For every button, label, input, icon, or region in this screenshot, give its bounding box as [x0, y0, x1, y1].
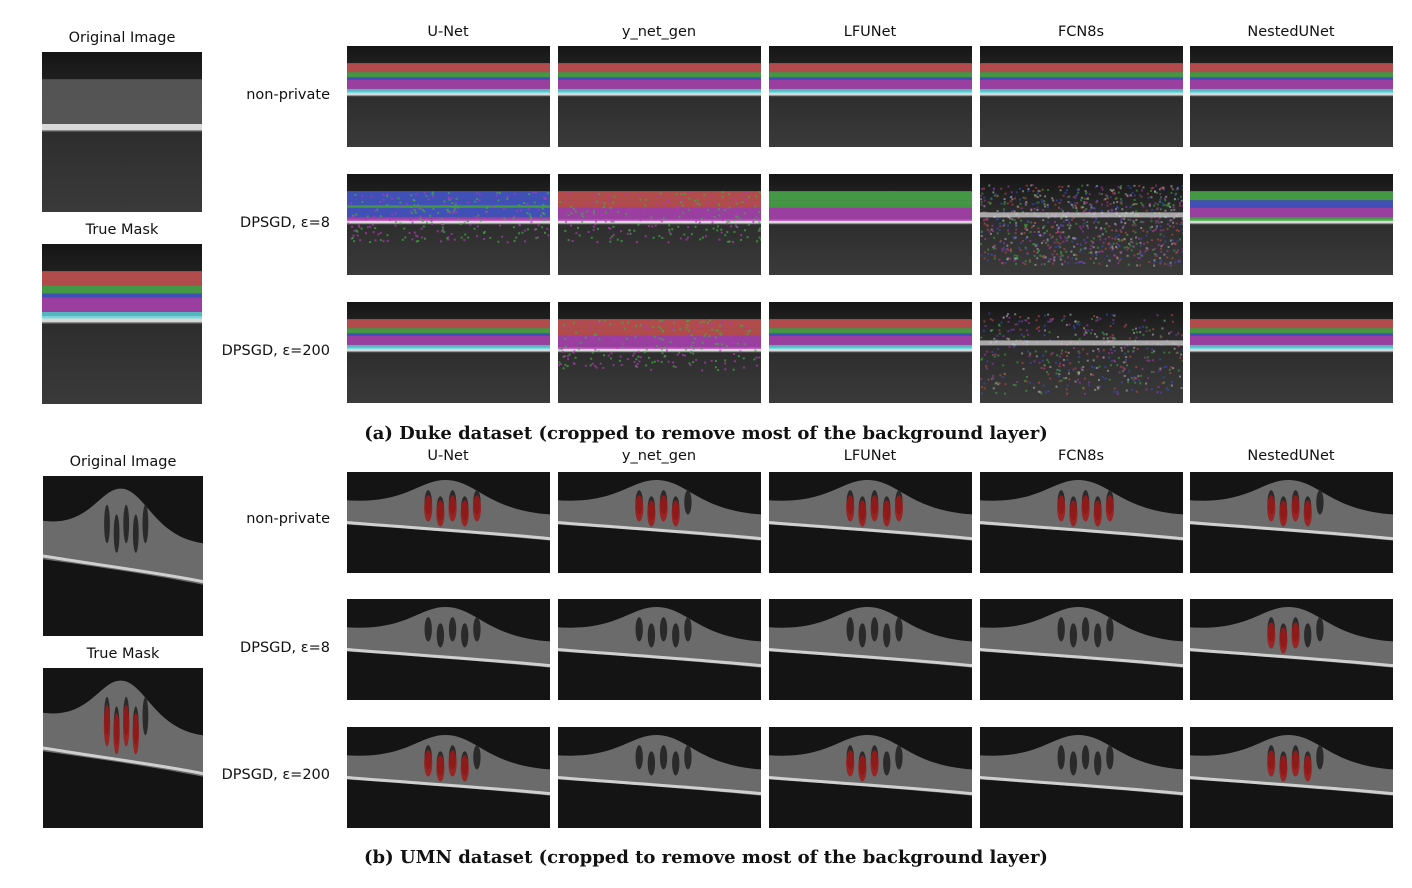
- row-label-dpsgd-eps8: DPSGD, ε=8: [0, 215, 330, 231]
- umn-result-y-net-gen-dpsgd-eps8: [558, 599, 761, 700]
- row-label-dpsgd-eps8: DPSGD, ε=8: [0, 640, 330, 656]
- row-label-non-private: non-private: [0, 87, 330, 103]
- duke-result-y-net-gen-dpsgd-eps200: [558, 302, 761, 403]
- umn-result-fcn8s-dpsgd-eps200: [980, 727, 1183, 828]
- duke-result-fcn8s-non-private: [980, 46, 1183, 147]
- column-header-nestedunet: NestedUNet: [1190, 24, 1392, 40]
- duke-result-lfunet-non-private: [769, 46, 972, 147]
- umn-result-nestedunet-dpsgd-eps200: [1190, 727, 1393, 828]
- duke-result-lfunet-dpsgd-eps200: [769, 302, 972, 403]
- original-image-title: Original Image: [43, 454, 203, 470]
- row-label-dpsgd-eps200: DPSGD, ε=200: [0, 343, 330, 359]
- umn-result-unet-dpsgd-eps8: [347, 599, 550, 700]
- umn-result-nestedunet-non-private: [1190, 472, 1393, 573]
- umn-original-image: [43, 476, 203, 636]
- column-header-lfunet: LFUNet: [769, 448, 971, 464]
- row-label-dpsgd-eps200: DPSGD, ε=200: [0, 767, 330, 783]
- umn-result-fcn8s-non-private: [980, 472, 1183, 573]
- umn-result-lfunet-dpsgd-eps8: [769, 599, 972, 700]
- umn-result-nestedunet-dpsgd-eps8: [1190, 599, 1393, 700]
- original-image-title: Original Image: [42, 30, 202, 46]
- duke-result-fcn8s-dpsgd-eps8: [980, 174, 1183, 275]
- duke-result-y-net-gen-dpsgd-eps8: [558, 174, 761, 275]
- umn-result-y-net-gen-dpsgd-eps200: [558, 727, 761, 828]
- duke-result-unet-dpsgd-eps200: [347, 302, 550, 403]
- column-header-y-net-gen: y_net_gen: [558, 24, 760, 40]
- duke-result-fcn8s-dpsgd-eps200: [980, 302, 1183, 403]
- row-label-non-private: non-private: [0, 511, 330, 527]
- duke-result-y-net-gen-non-private: [558, 46, 761, 147]
- umn-result-unet-non-private: [347, 472, 550, 573]
- duke-result-unet-dpsgd-eps8: [347, 174, 550, 275]
- column-header-unet: U-Net: [347, 24, 549, 40]
- caption-umn: (b) UMN dataset (cropped to remove most …: [0, 847, 1412, 868]
- duke-result-nestedunet-dpsgd-eps8: [1190, 174, 1393, 275]
- umn-result-y-net-gen-non-private: [558, 472, 761, 573]
- column-header-nestedunet: NestedUNet: [1190, 448, 1392, 464]
- umn-result-lfunet-non-private: [769, 472, 972, 573]
- umn-result-lfunet-dpsgd-eps200: [769, 727, 972, 828]
- caption-duke: (a) Duke dataset (cropped to remove most…: [0, 423, 1412, 444]
- duke-original-image: [42, 52, 202, 212]
- duke-result-lfunet-dpsgd-eps8: [769, 174, 972, 275]
- duke-result-nestedunet-non-private: [1190, 46, 1393, 147]
- column-header-fcn8s: FCN8s: [980, 448, 1182, 464]
- umn-true-mask-image: [43, 668, 203, 828]
- column-header-fcn8s: FCN8s: [980, 24, 1182, 40]
- duke-result-nestedunet-dpsgd-eps200: [1190, 302, 1393, 403]
- umn-result-unet-dpsgd-eps200: [347, 727, 550, 828]
- column-header-y-net-gen: y_net_gen: [558, 448, 760, 464]
- column-header-lfunet: LFUNet: [769, 24, 971, 40]
- column-header-unet: U-Net: [347, 448, 549, 464]
- panel-duke: Original Image True Mask U-Net y_net_gen…: [0, 0, 1412, 448]
- panel-umn: Original Image True Mask U-Net y_net_gen…: [0, 448, 1412, 888]
- duke-result-unet-non-private: [347, 46, 550, 147]
- duke-true-mask-image: [42, 244, 202, 404]
- umn-result-fcn8s-dpsgd-eps8: [980, 599, 1183, 700]
